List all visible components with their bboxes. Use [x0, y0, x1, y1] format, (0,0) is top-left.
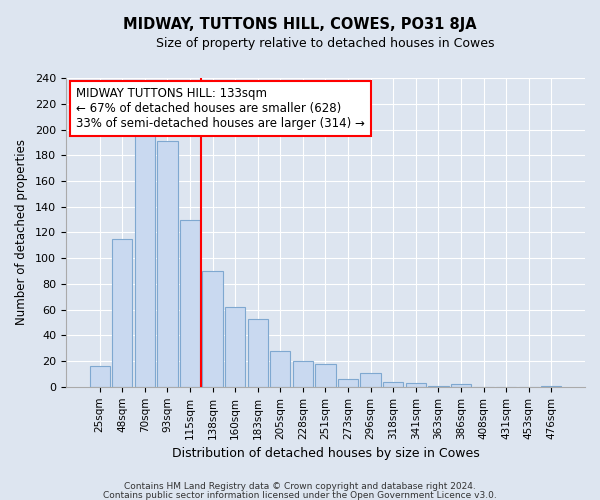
- Title: Size of property relative to detached houses in Cowes: Size of property relative to detached ho…: [156, 38, 495, 51]
- Bar: [248, 318, 268, 387]
- Bar: [134, 132, 155, 387]
- Bar: [157, 141, 178, 387]
- Text: Contains HM Land Registry data © Crown copyright and database right 2024.: Contains HM Land Registry data © Crown c…: [124, 482, 476, 491]
- Bar: [270, 351, 290, 387]
- X-axis label: Distribution of detached houses by size in Cowes: Distribution of detached houses by size …: [172, 447, 479, 460]
- Text: MIDWAY, TUTTONS HILL, COWES, PO31 8JA: MIDWAY, TUTTONS HILL, COWES, PO31 8JA: [123, 18, 477, 32]
- Bar: [361, 372, 381, 387]
- Bar: [541, 386, 562, 387]
- Bar: [428, 386, 449, 387]
- Bar: [315, 364, 335, 387]
- Bar: [293, 361, 313, 387]
- Bar: [406, 383, 426, 387]
- Text: MIDWAY TUTTONS HILL: 133sqm
← 67% of detached houses are smaller (628)
33% of se: MIDWAY TUTTONS HILL: 133sqm ← 67% of det…: [76, 88, 365, 130]
- Bar: [338, 379, 358, 387]
- Bar: [451, 384, 471, 387]
- Bar: [202, 271, 223, 387]
- Bar: [112, 239, 133, 387]
- Text: Contains public sector information licensed under the Open Government Licence v3: Contains public sector information licen…: [103, 490, 497, 500]
- Y-axis label: Number of detached properties: Number of detached properties: [15, 140, 28, 326]
- Bar: [180, 220, 200, 387]
- Bar: [383, 382, 403, 387]
- Bar: [89, 366, 110, 387]
- Bar: [225, 307, 245, 387]
